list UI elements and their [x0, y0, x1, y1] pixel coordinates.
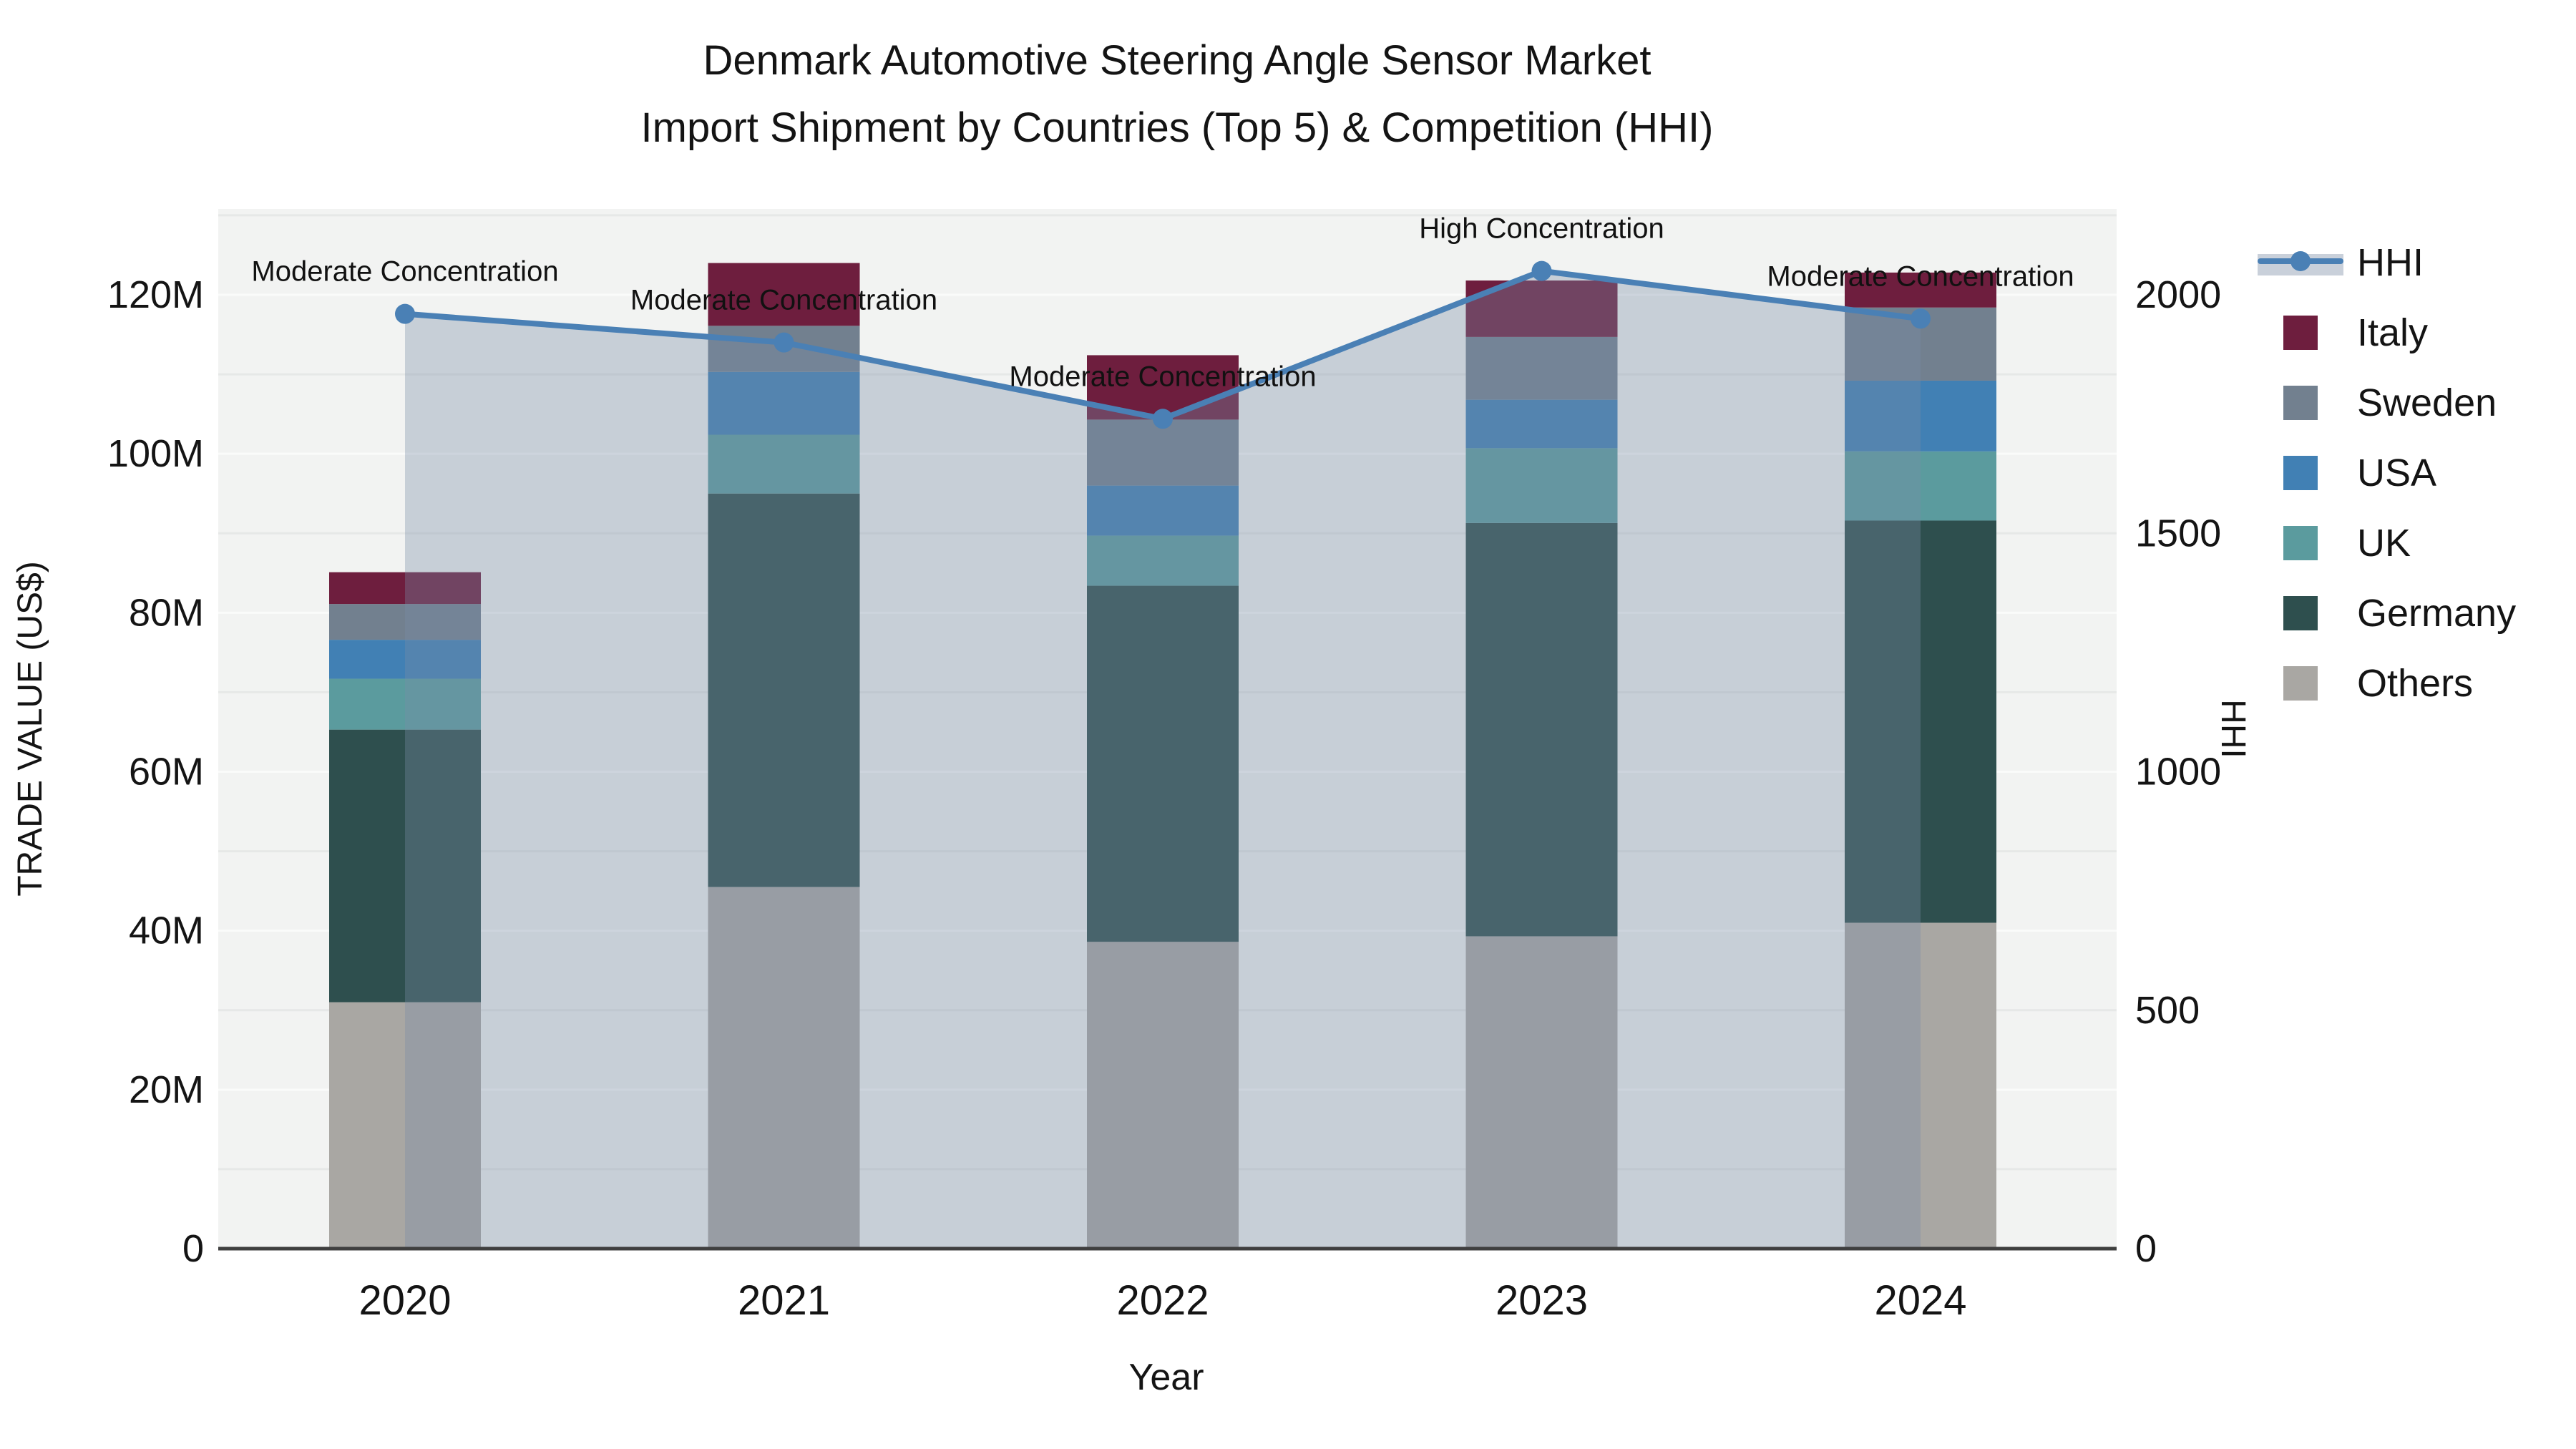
- y-left-tick-20M: 20M: [129, 1068, 204, 1111]
- x-axis-title: Year: [1128, 1357, 1204, 1398]
- bar-segment-italy-2021[interactable]: [708, 263, 860, 326]
- x-tick-2021: 2021: [738, 1277, 830, 1324]
- legend-item-usa[interactable]: USA: [2254, 438, 2516, 508]
- bar-segment-others-2022[interactable]: [1087, 942, 1239, 1249]
- y-right-tick-500: 500: [2135, 989, 2200, 1032]
- annotation-2020: Moderate Concentration: [251, 256, 558, 288]
- bar-segment-germany-2024[interactable]: [1845, 520, 1996, 923]
- italy-swatch-icon: [2254, 316, 2347, 350]
- hhi-marker-2024[interactable]: [1911, 308, 1931, 329]
- hhi-marker-2023[interactable]: [1531, 260, 1552, 281]
- y-left-tick-0: 0: [182, 1227, 204, 1270]
- legend-label: HHI: [2357, 241, 2424, 284]
- x-tick-2024: 2024: [1874, 1277, 1966, 1324]
- legend-label: USA: [2357, 452, 2437, 494]
- x-tick-2022: 2022: [1116, 1277, 1209, 1324]
- usa-swatch-icon: [2254, 456, 2347, 490]
- legend-item-italy[interactable]: Italy: [2254, 298, 2516, 368]
- y-right-tick-2000: 2000: [2135, 273, 2221, 316]
- legend-label: Others: [2357, 662, 2474, 705]
- bar-segment-germany-2021[interactable]: [708, 493, 860, 887]
- bar-segment-italy-2024[interactable]: [1845, 272, 1996, 308]
- annotation-2023: High Concentration: [1419, 213, 1664, 245]
- y-right-axis-title: HHI: [2214, 699, 2252, 758]
- y-right-tick-1000: 1000: [2135, 751, 2221, 794]
- legend-item-uk[interactable]: UK: [2254, 508, 2516, 578]
- y-left-tick-80M: 80M: [129, 591, 204, 634]
- bar-segment-usa-2020[interactable]: [329, 640, 481, 679]
- y-left-tick-60M: 60M: [129, 751, 204, 794]
- y-left-tick-100M: 100M: [107, 432, 204, 475]
- legend-label: Italy: [2357, 311, 2429, 354]
- legend-item-hhi[interactable]: HHI: [2254, 228, 2516, 298]
- hhi-area-fill: [405, 270, 1921, 1249]
- bar-segment-uk-2023[interactable]: [1465, 448, 1618, 523]
- bar-segment-sweden-2022[interactable]: [1087, 419, 1239, 486]
- chart-title: Denmark Automotive Steering Angle Sensor…: [641, 27, 1714, 162]
- bar-segment-others-2023[interactable]: [1465, 936, 1618, 1249]
- hhi-line-icon: [2254, 248, 2347, 277]
- bar-segment-others-2020[interactable]: [329, 1002, 481, 1249]
- bar-segment-germany-2022[interactable]: [1087, 585, 1239, 942]
- sweden-swatch-icon: [2254, 386, 2347, 420]
- bar-segment-italy-2020[interactable]: [329, 572, 481, 605]
- bar-segment-usa-2023[interactable]: [1465, 399, 1618, 449]
- legend: HHI Italy Sweden USA UK Germany Others: [2254, 228, 2516, 718]
- bar-segment-sweden-2020[interactable]: [329, 604, 481, 640]
- bar-segment-others-2021[interactable]: [708, 887, 860, 1249]
- y-left-tick-40M: 40M: [129, 909, 204, 952]
- legend-item-sweden[interactable]: Sweden: [2254, 368, 2516, 438]
- legend-item-others[interactable]: Others: [2254, 648, 2516, 718]
- chart-title-line1: Denmark Automotive Steering Angle Sensor…: [703, 37, 1652, 84]
- hhi-marker-2022[interactable]: [1153, 409, 1173, 429]
- hhi-marker-2020[interactable]: [395, 303, 415, 324]
- germany-swatch-icon: [2254, 596, 2347, 630]
- bar-segment-uk-2024[interactable]: [1845, 451, 1996, 521]
- y-left-axis-title: TRADE VALUE (US$): [11, 561, 49, 897]
- chart-title-line2: Import Shipment by Countries (Top 5) & C…: [640, 104, 1714, 151]
- bar-segment-usa-2024[interactable]: [1845, 380, 1996, 452]
- y-right-tick-0: 0: [2135, 1227, 2157, 1270]
- y-left-tick-120M: 120M: [107, 273, 204, 316]
- bar-segment-germany-2023[interactable]: [1465, 522, 1618, 937]
- hhi-marker-2021[interactable]: [774, 332, 794, 353]
- legend-label: UK: [2357, 522, 2411, 565]
- annotation-2024: Moderate Concentration: [1767, 260, 2074, 292]
- bar-segment-usa-2022[interactable]: [1087, 485, 1239, 536]
- bar-segment-others-2024[interactable]: [1845, 922, 1996, 1249]
- y-right-tick-1500: 1500: [2135, 512, 2221, 555]
- bar-segment-germany-2020[interactable]: [329, 729, 481, 1002]
- x-tick-2020: 2020: [358, 1277, 451, 1324]
- bar-segment-uk-2022[interactable]: [1087, 535, 1239, 586]
- others-swatch-icon: [2254, 666, 2347, 701]
- bar-segment-uk-2020[interactable]: [329, 678, 481, 730]
- legend-label: Sweden: [2357, 381, 2497, 424]
- uk-swatch-icon: [2254, 526, 2347, 560]
- bar-segment-uk-2021[interactable]: [708, 434, 860, 494]
- bar-segment-sweden-2023[interactable]: [1465, 336, 1618, 400]
- legend-item-germany[interactable]: Germany: [2254, 578, 2516, 648]
- annotation-2021: Moderate Concentration: [630, 285, 937, 316]
- x-tick-2023: 2023: [1496, 1277, 1588, 1324]
- annotation-2022: Moderate Concentration: [1009, 361, 1316, 392]
- legend-label: Germany: [2357, 592, 2517, 635]
- bar-segment-usa-2021[interactable]: [708, 371, 860, 435]
